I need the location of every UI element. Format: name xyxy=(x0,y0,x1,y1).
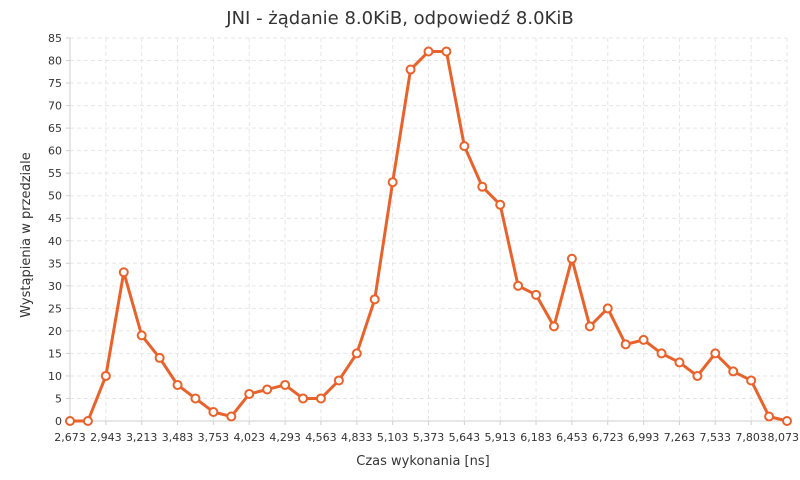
y-axis-label: Wystąpienia w przedziale xyxy=(19,152,34,317)
y-tick-label: 60 xyxy=(48,145,62,158)
y-tick-label: 65 xyxy=(48,122,62,135)
data-point[interactable] xyxy=(136,330,147,341)
y-tick-label: 45 xyxy=(48,212,62,225)
y-tick-label: 55 xyxy=(48,167,62,180)
x-tick-label: 5,643 xyxy=(449,431,481,444)
x-tick-label: 3,213 xyxy=(126,431,158,444)
data-point[interactable] xyxy=(226,411,237,422)
x-tick-label: 2,673 xyxy=(54,431,86,444)
data-point[interactable] xyxy=(602,303,613,314)
y-tick-label: 5 xyxy=(55,392,62,405)
x-tick-label: 2,943 xyxy=(90,431,122,444)
x-tick-label: 5,373 xyxy=(413,431,445,444)
y-tick-label: 50 xyxy=(48,190,62,203)
data-point[interactable] xyxy=(746,375,757,386)
y-tick-label: 75 xyxy=(48,77,62,90)
y-tick-label: 20 xyxy=(48,325,62,338)
x-tick-label: 7,533 xyxy=(700,431,732,444)
data-point[interactable] xyxy=(190,393,201,404)
chart-title: JNI - żądanie 8.0KiB, odpowiedź 8.0KiB xyxy=(225,8,573,29)
x-tick-label: 4,833 xyxy=(341,431,373,444)
data-point[interactable] xyxy=(477,181,488,192)
data-point[interactable] xyxy=(298,393,309,404)
data-point[interactable] xyxy=(244,388,255,399)
y-tick-label: 30 xyxy=(48,280,62,293)
data-point[interactable] xyxy=(692,370,703,381)
y-tick-label: 0 xyxy=(55,415,62,428)
data-point[interactable] xyxy=(172,379,183,390)
x-tick-label: 6,183 xyxy=(520,431,552,444)
y-tick-label: 70 xyxy=(48,100,62,113)
data-point[interactable] xyxy=(764,411,775,422)
axes xyxy=(66,37,788,425)
x-tick-label: 7,263 xyxy=(664,431,696,444)
data-point[interactable] xyxy=(531,289,542,300)
data-point[interactable] xyxy=(584,321,595,332)
data-point[interactable] xyxy=(495,199,506,210)
data-point[interactable] xyxy=(100,370,111,381)
data-point[interactable] xyxy=(262,384,273,395)
data-point[interactable] xyxy=(548,321,559,332)
data-point[interactable] xyxy=(405,64,416,75)
data-point[interactable] xyxy=(315,393,326,404)
data-point[interactable] xyxy=(674,357,685,368)
data-point[interactable] xyxy=(566,253,577,264)
series xyxy=(65,46,792,426)
data-point[interactable] xyxy=(208,406,219,417)
data-point[interactable] xyxy=(118,267,129,278)
x-tick-label: 3,753 xyxy=(198,431,230,444)
data-point[interactable] xyxy=(351,348,362,359)
x-tick-label: 4,293 xyxy=(269,431,301,444)
x-tick-label: 8,073 xyxy=(768,431,800,444)
data-point[interactable] xyxy=(459,141,470,152)
x-tick-labels: 2,673 2,943 3,213 3,483 3,753 4,023 4,293 4,563… xyxy=(54,431,799,444)
x-tick-label: 4,563 xyxy=(305,431,337,444)
data-point[interactable] xyxy=(423,46,434,57)
x-tick-label: 3,483 xyxy=(162,431,194,444)
data-point[interactable] xyxy=(656,348,667,359)
y-tick-label: 85 xyxy=(48,32,62,45)
x-tick-label: 6,993 xyxy=(628,431,660,444)
x-tick-label: 4,023 xyxy=(234,431,266,444)
grid xyxy=(69,37,788,422)
x-tick-label: 5,103 xyxy=(377,431,409,444)
data-point[interactable] xyxy=(710,348,721,359)
y-tick-label: 10 xyxy=(48,370,62,383)
data-point[interactable] xyxy=(513,280,524,291)
x-tick-label: 5,913 xyxy=(484,431,516,444)
data-point[interactable] xyxy=(333,375,344,386)
data-point[interactable] xyxy=(82,416,93,426)
data-point[interactable] xyxy=(728,366,739,377)
y-tick-label: 25 xyxy=(48,302,62,315)
x-tick-label: 6,723 xyxy=(592,431,624,444)
data-point[interactable] xyxy=(620,339,631,350)
data-point[interactable] xyxy=(65,416,75,426)
data-point[interactable] xyxy=(154,352,165,363)
y-tick-label: 40 xyxy=(48,235,62,248)
data-point[interactable] xyxy=(387,177,398,188)
y-tick-labels: 0 5 10 15 20 25 30 35 40 45 50 55 60 65 70 75 80 85 xyxy=(48,32,62,428)
data-point[interactable] xyxy=(782,416,792,426)
x-tick-label: 7,803 xyxy=(735,431,767,444)
x-axis-label: Czas wykonania [ns] xyxy=(356,454,489,469)
data-point[interactable] xyxy=(638,334,649,345)
y-tick-label: 80 xyxy=(48,55,62,68)
data-point[interactable] xyxy=(441,46,452,57)
data-point[interactable] xyxy=(369,294,380,305)
x-tick-label: 6,453 xyxy=(556,431,588,444)
y-tick-label: 15 xyxy=(48,347,62,360)
data-point[interactable] xyxy=(280,379,291,390)
y-tick-label: 35 xyxy=(48,257,62,270)
